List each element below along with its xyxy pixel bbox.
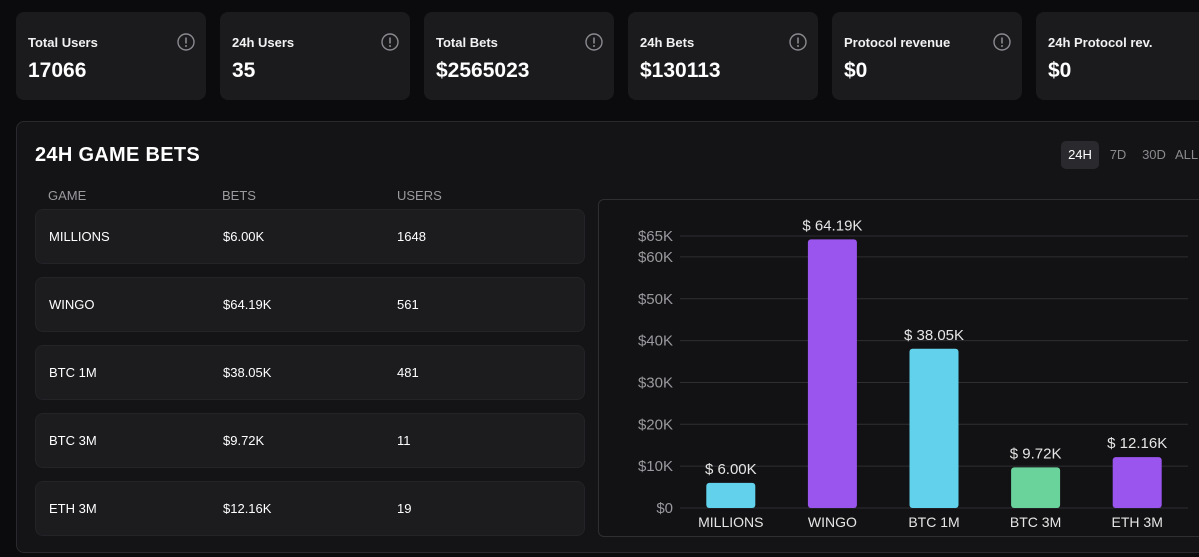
bar xyxy=(807,239,857,509)
bar xyxy=(909,348,959,508)
bar-value-label: $ 9.72K xyxy=(1010,445,1062,462)
range-tab-30d[interactable]: 30D xyxy=(1142,147,1166,162)
bar-value-label: $ 12.16K xyxy=(1107,435,1167,452)
users-cell: 19 xyxy=(397,501,412,516)
y-tick-label: $65K xyxy=(638,228,673,245)
bar xyxy=(1011,467,1061,508)
game-bets-panel: 24H GAME BETS 24H 7D 30D ALL GAME BETS U… xyxy=(16,121,1199,553)
y-tick-label: $50K xyxy=(638,291,673,308)
game-cell: BTC 3M xyxy=(49,433,97,448)
game-cell: BTC 1M xyxy=(49,365,97,380)
panel-title: 24H GAME BETS xyxy=(35,144,201,166)
table-row[interactable]: WINGO $64.19K 561 xyxy=(35,277,585,332)
x-tick-label: BTC 1M xyxy=(908,514,959,530)
info-circle-icon[interactable] xyxy=(585,33,603,51)
users-cell: 11 xyxy=(397,433,411,448)
chart-container xyxy=(598,199,1199,537)
table-header-users: USERS xyxy=(397,188,442,203)
stat-label: 24h Bets xyxy=(640,35,695,50)
stat-label: 24h Protocol rev. xyxy=(1048,35,1153,50)
stat-value: 35 xyxy=(232,59,256,82)
stat-label: Total Users xyxy=(28,35,98,50)
range-tab-all[interactable]: ALL xyxy=(1175,147,1199,162)
stat-card-24h-bets: 24h Bets $130113 xyxy=(628,12,818,100)
stat-label: Protocol revenue xyxy=(844,35,951,50)
users-cell: 481 xyxy=(397,365,419,380)
stat-value: $0 xyxy=(844,59,868,82)
bets-cell: $9.72K xyxy=(223,433,265,448)
stat-label: Total Bets xyxy=(436,35,498,50)
y-tick-label: $0 xyxy=(656,500,673,517)
stat-value: $0 xyxy=(1048,59,1072,82)
bets-cell: $6.00K xyxy=(223,229,265,244)
y-tick-label: $40K xyxy=(638,333,673,350)
stat-value: $2565023 xyxy=(436,59,530,82)
bar xyxy=(1112,457,1162,508)
table-row[interactable]: MILLIONS $6.00K 1648 xyxy=(35,209,585,264)
bar-value-label: $ 6.00K xyxy=(705,461,757,478)
table-header-bets: BETS xyxy=(222,188,256,203)
stat-value: 17066 xyxy=(28,59,87,82)
table-row[interactable]: ETH 3M $12.16K 19 xyxy=(35,481,585,536)
stat-card-protocol-revenue: Protocol revenue $0 xyxy=(832,12,1022,100)
users-cell: 561 xyxy=(397,297,419,312)
y-tick-label: $10K xyxy=(638,458,673,475)
stat-card-24h-users: 24h Users 35 xyxy=(220,12,410,100)
x-tick-label: BTC 3M xyxy=(1010,514,1061,530)
stat-card-total-bets: Total Bets $2565023 xyxy=(424,12,614,100)
info-circle-icon[interactable] xyxy=(789,33,807,51)
stat-value: $130113 xyxy=(640,59,721,82)
table-header-game: GAME xyxy=(48,188,87,203)
game-cell: ETH 3M xyxy=(49,501,97,516)
x-tick-label: ETH 3M xyxy=(1112,514,1163,530)
stat-card-total-users: Total Users 17066 xyxy=(16,12,206,100)
info-circle-icon[interactable] xyxy=(993,33,1011,51)
users-cell: 1648 xyxy=(397,229,426,244)
bets-cell: $64.19K xyxy=(223,297,272,312)
range-tab-24h[interactable]: 24H xyxy=(1061,141,1099,169)
stat-label: 24h Users xyxy=(232,35,295,50)
y-tick-label: $20K xyxy=(638,416,673,433)
bets-bar-chart: $0 $10K $20K $30K $40K $50K $60K $65K $ 6.00K MIL… xyxy=(638,217,1188,530)
range-tab-7d[interactable]: 7D xyxy=(1109,147,1127,162)
stat-card-24h-protocol-rev: 24h Protocol rev. $0 xyxy=(1036,12,1199,100)
bets-cell: $12.16K xyxy=(223,501,272,516)
table-row[interactable]: BTC 1M $38.05K 481 xyxy=(35,345,585,400)
y-tick-label: $30K xyxy=(638,374,673,391)
x-tick-label: WINGO xyxy=(808,514,857,530)
bar xyxy=(706,482,756,508)
bar-value-label: $ 64.19K xyxy=(802,217,862,234)
x-tick-label: MILLIONS xyxy=(698,514,763,530)
table-row[interactable]: BTC 3M $9.72K 11 xyxy=(35,413,585,468)
game-cell: WINGO xyxy=(49,297,95,312)
info-circle-icon[interactable] xyxy=(381,33,399,51)
stats-bar: Total Users 17066 24h Users 35 Total Bet… xyxy=(0,0,1199,110)
info-circle-icon[interactable] xyxy=(177,33,195,51)
y-tick-label: $60K xyxy=(638,249,673,266)
game-cell: MILLIONS xyxy=(49,229,110,244)
bar-value-label: $ 38.05K xyxy=(904,327,964,344)
bets-cell: $38.05K xyxy=(223,365,272,380)
